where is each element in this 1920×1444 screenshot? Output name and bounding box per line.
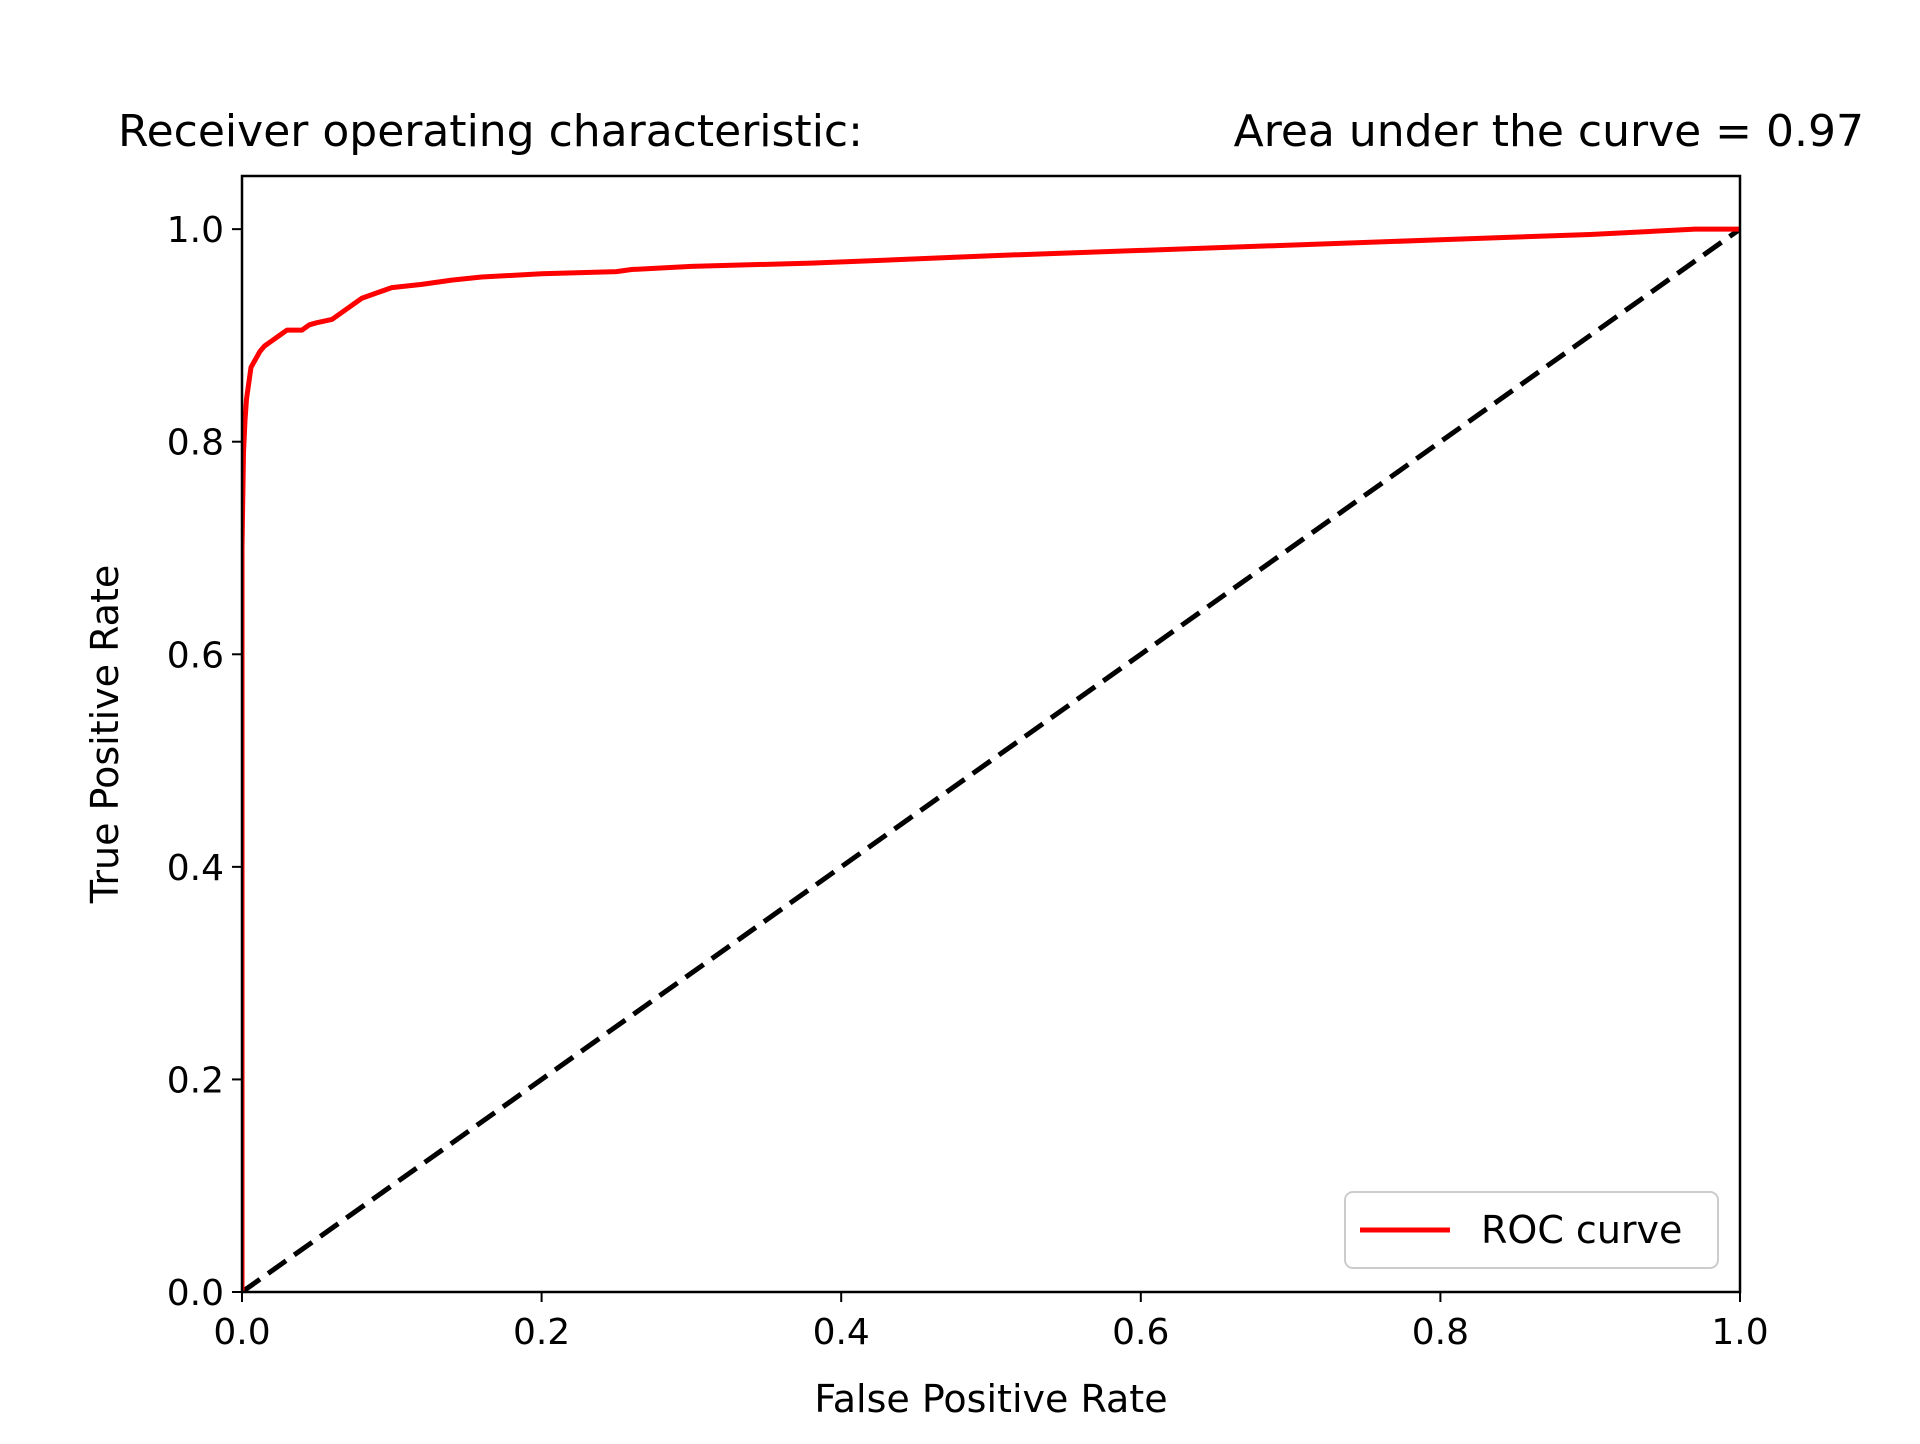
x-tick-label: 0.0 (213, 1312, 270, 1353)
y-tick-label: 0.2 (167, 1060, 224, 1101)
x-tick-label: 0.2 (513, 1312, 570, 1353)
y-tick-label: 0.4 (167, 848, 224, 889)
diagonal-reference-line (242, 227, 1740, 1292)
x-tick-label: 0.4 (813, 1312, 870, 1353)
plot-area (242, 226, 1740, 1292)
x-tick-label: 1.0 (1711, 1312, 1768, 1353)
y-axis-label: True Positive Rate (83, 565, 127, 905)
y-tick-label: 0.0 (167, 1273, 224, 1314)
y-tick-label: 1.0 (167, 210, 224, 251)
chart-title-left: Receiver operating characteristic: (118, 106, 863, 157)
legend-box (1344, 1191, 1719, 1269)
axis-ticks: 0.0 0.2 0.4 0.6 0.8 1.0 0.0 0.2 0.4 0.6 0.8 1.0 (167, 210, 1769, 1353)
legend: ROC curve (1344, 1191, 1719, 1269)
x-tick-label: 0.8 (1412, 1312, 1469, 1353)
legend-label-roc-curve: ROC curve (1481, 1208, 1682, 1252)
x-axis-label: False Positive Rate (814, 1377, 1167, 1421)
series-line-roc-curve (242, 226, 1740, 1292)
plot-frame (240, 174, 1742, 1294)
y-tick-label: 0.8 (167, 423, 224, 464)
chart-title-right: Area under the curve = 0.97 (1234, 106, 1864, 157)
x-tick-label: 0.6 (1112, 1312, 1169, 1353)
y-tick-label: 0.6 (167, 635, 224, 676)
